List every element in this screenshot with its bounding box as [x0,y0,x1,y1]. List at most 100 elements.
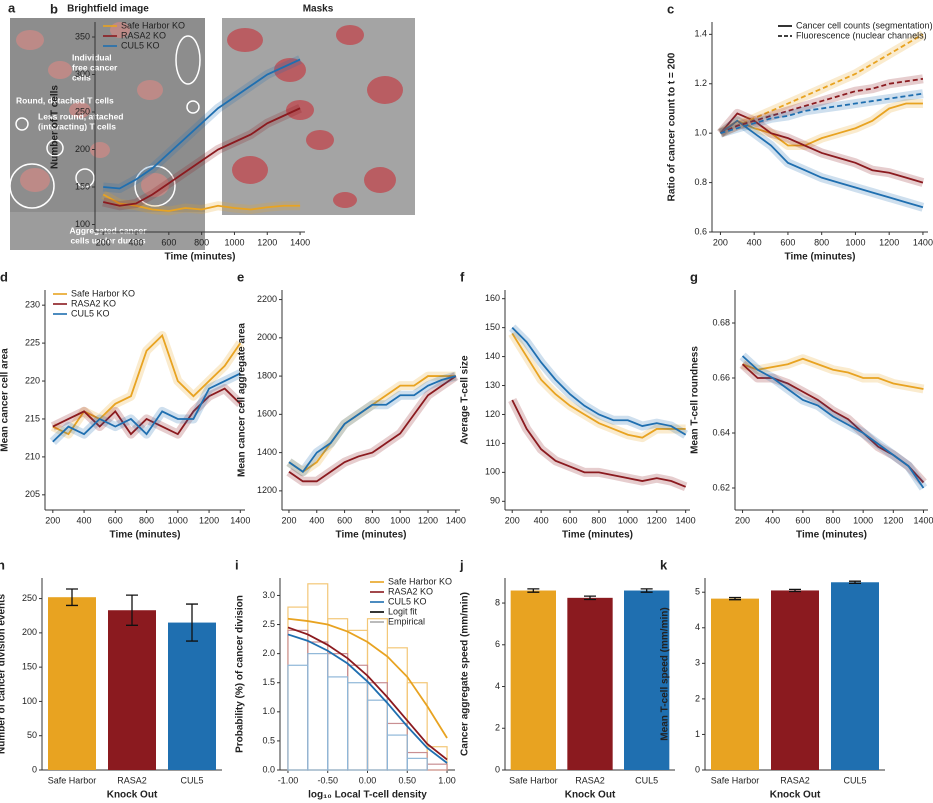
x-axis-title: Time (minutes) [796,530,867,541]
annotation: cells under duress [70,235,145,245]
series-line [287,626,448,761]
x-tick-label: 600 [563,515,578,525]
y-tick-label: 110 [486,438,500,448]
y-tick-label: 4 [495,681,500,691]
x-tick-label: 200 [45,515,60,525]
annotation: Round, detached T cells [16,95,114,105]
panel-label: e [237,269,244,284]
brightfield-image [10,18,205,250]
y-tick-label: 230 [25,300,40,310]
y-tick-label: 0.5 [262,735,275,745]
bar [108,610,156,770]
legend-label: Safe Harbor KO [121,20,185,30]
empirical-bin [287,629,309,771]
x-tick-label: RASA2 [117,775,147,785]
x-tick-label: 400 [534,515,549,525]
chart-panel: d 205 210 215 220 225 230 200 400 600 800 1000 1200 1… [0,269,250,540]
y-tick-label: 250 [75,106,90,116]
annotation-circles [9,35,201,209]
series-line [52,387,241,436]
y-tick-label: 2.5 [262,619,275,629]
empirical-bin [386,734,408,771]
x-tick-label: 1000 [853,515,873,525]
annotation: (interacting) T cells [38,121,116,131]
legend-label: Logit fit [388,606,418,616]
y-tick-label: 1.0 [262,706,275,716]
y-tick-label: 1 [695,729,700,739]
x-tick-label: 1000 [618,515,638,525]
panel-label: b [50,1,58,16]
y-tick-label: 150 [485,322,500,332]
x-tick-label: 0.00 [359,775,377,785]
x-axis-title: Time (minutes) [785,252,856,263]
x-tick-label: 1200 [257,237,277,247]
y-tick-label: 1800 [257,370,277,380]
x-tick-label: 400 [765,515,780,525]
x-tick-label: 1400 [913,237,933,247]
annotation: cells [72,72,91,82]
x-tick-label: 1400 [446,515,466,525]
x-axis-title: Knock Out [565,790,616,801]
y-tick-label: 0.8 [694,177,707,187]
x-tick-label: Safe Harbor [711,775,760,785]
image-title: Masks [303,4,334,15]
chart-panel: e 1200 1400 1600 1800 2000 2200 200 400 600 800 100… [237,269,466,540]
empirical-bin [307,653,329,771]
y-tick-label: 5 [695,587,700,597]
chart-panel: c 0.6 0.8 1.0 1.2 1.4 200 400 600 800 1000 1200 1400… [667,1,933,262]
y-tick-label: 0 [32,764,37,774]
x-tick-label: 400 [77,515,92,525]
x-tick-label: 600 [108,515,123,525]
y-axis-title: Mean T-cell roundness [690,346,701,454]
bar [831,582,879,770]
legend-label: Fluorescence (nuclear channels) [796,30,927,40]
annotation: Aggregated cancer [70,225,148,235]
panel-label: h [0,557,5,572]
y-tick-label: 1600 [257,409,277,419]
x-tick-label: 1000 [390,515,410,525]
x-tick-label: 800 [139,515,154,525]
empirical-bin [307,641,329,771]
x-tick-label: 1200 [883,515,903,525]
panel-label: a [8,0,16,15]
y-tick-label: 160 [485,293,500,303]
x-tick-label: 800 [825,515,840,525]
y-tick-label: 1400 [257,447,277,457]
x-tick-label: 800 [365,515,380,525]
error-bar [849,580,861,584]
x-tick-label: CUL5 [843,775,866,785]
empirical-bin [426,763,448,771]
x-tick-label: 200 [505,515,520,525]
y-axis-title: Probability (%) of cancer division [235,595,246,753]
x-tick-label: 400 [309,515,324,525]
series-line [287,633,448,764]
panel-label: c [667,1,674,16]
y-tick-label: 100 [75,219,90,229]
x-tick-label: 1000 [224,237,244,247]
x-tick-label: 1200 [418,515,438,525]
empirical-bin [347,629,369,771]
x-axis-title: Knock Out [107,790,158,801]
empirical-bin [327,676,349,771]
empirical-bin [366,699,388,771]
y-tick-label: 1.0 [694,128,707,138]
bar [771,590,819,770]
x-tick-label: 1200 [199,515,219,525]
legend-label: CUL5 KO [71,308,110,318]
x-tick-label: 800 [194,237,209,247]
x-tick-label: 600 [337,515,352,525]
bar [567,597,613,770]
series-line [719,119,924,209]
x-axis-title: log₁₀ Local T-cell density [308,790,427,801]
error-bar [186,603,198,642]
bar [48,597,96,770]
y-tick-label: 140 [485,351,500,361]
x-tick-label: 200 [281,515,296,525]
series-line [511,326,687,436]
y-tick-label: 3 [695,658,700,668]
y-tick-label: 2 [695,693,700,703]
series-line [720,77,924,135]
y-axis-title: Mean T-cell speed (mm/min) [660,607,671,740]
series-line [288,375,457,483]
